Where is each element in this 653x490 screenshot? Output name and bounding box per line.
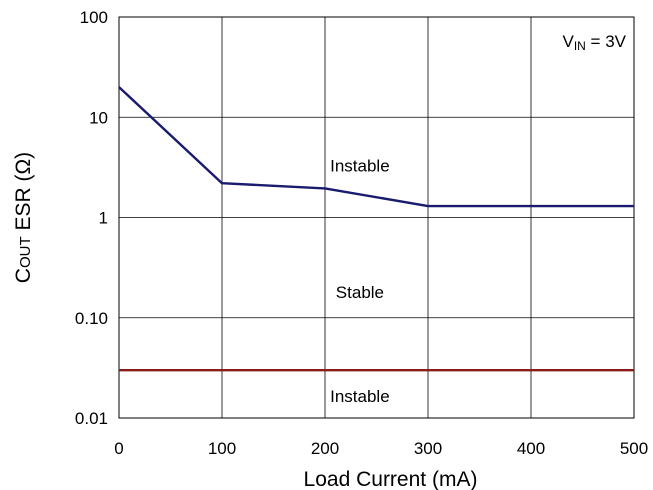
y-axis-label: COUT ESR (Ω) (12, 152, 35, 283)
series-line-1 (118, 86, 634, 208)
x-tick-label: 0 (114, 439, 123, 458)
vin-annotation-main: V (562, 32, 574, 51)
vin-annotation-rest: = 3V (586, 32, 627, 51)
y-tick-label: 1 (99, 209, 108, 228)
x-tick-label: 400 (517, 439, 545, 458)
y-tick-label: 10 (89, 108, 108, 127)
vin-annotation: VIN = 3V (562, 32, 626, 53)
vin-annotation-sub: IN (574, 39, 586, 53)
region-label-2: Stable (336, 283, 384, 302)
y-tick-label: 0.10 (75, 309, 108, 328)
y-axis-label-main: C (12, 268, 35, 283)
plot-frame (118, 16, 635, 419)
x-tick-label: 500 (620, 439, 648, 458)
y-tick-label: 100 (80, 8, 108, 27)
y-tick-labels: 0.01 0.10 1 10 100 (75, 8, 108, 428)
y-tick-label: 0.01 (75, 409, 108, 428)
grid-lines (119, 17, 634, 418)
region-label-3: Instable (330, 387, 390, 406)
series-layer (118, 86, 634, 372)
x-axis-label: Load Current (mA) (304, 468, 478, 490)
x-tick-labels: 0 100 200 300 400 500 (114, 439, 648, 458)
x-tick-label: 100 (208, 439, 236, 458)
y-axis-label-sub: OUT (17, 236, 34, 268)
region-labels: Instable Stable Instable (330, 157, 390, 407)
y-axis-label-rest: ESR (Ω) (12, 152, 35, 237)
region-label-1: Instable (330, 157, 390, 176)
x-tick-label: 300 (414, 439, 442, 458)
x-tick-label: 200 (311, 439, 339, 458)
